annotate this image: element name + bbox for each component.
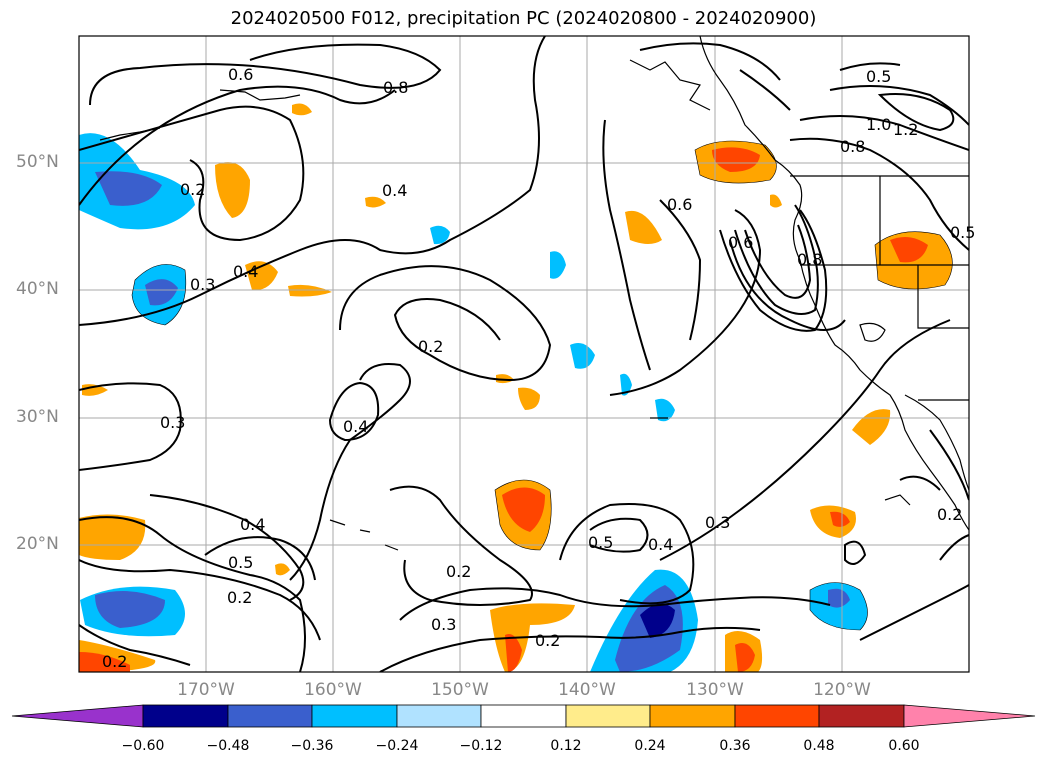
colorbar-segment: [565, 704, 651, 728]
colorbar-segment: [649, 704, 736, 728]
contour-labels: 0.6 0.8 0.2 0.4 0.3 0.4 0.6 0.6 0.8 0.5 …: [102, 65, 975, 671]
colorbar-tick: −0.24: [375, 738, 419, 754]
colorbar-max-extension: [903, 704, 1036, 728]
colorbar-tick: 0.24: [634, 738, 666, 754]
map-frame: [78, 35, 970, 673]
lat-label-20n: 20°N: [16, 534, 59, 554]
contour-label: 0.2: [535, 631, 560, 650]
positive-anomaly-regions: [79, 103, 953, 672]
colorbar-tick: −0.48: [206, 738, 250, 754]
contour-label: 0.2: [227, 588, 252, 607]
colorbar-tick: −0.36: [290, 738, 334, 754]
map-gridlines: [79, 36, 969, 672]
lon-label-140w: 140°W: [558, 680, 616, 700]
contour-label: 0.5: [950, 223, 975, 242]
colorbar-segment: [734, 704, 820, 728]
contour-label: 1.0: [866, 115, 891, 134]
contour-label: 0.5: [588, 533, 613, 552]
contour-label: 0.8: [383, 78, 408, 97]
lon-label-150w: 150°W: [431, 680, 489, 700]
contour-label: 0.8: [797, 250, 822, 269]
contour-label: 0.4: [233, 262, 258, 281]
lon-label-170w: 170°W: [177, 680, 235, 700]
contour-label: 0.6: [667, 195, 692, 214]
figure-title: 2024020500 F012, precipitation PC (20240…: [230, 8, 817, 29]
colorbar-segment: [396, 704, 482, 728]
contour-label: 1.2: [893, 120, 918, 139]
lon-label-130w: 130°W: [686, 680, 744, 700]
lat-label-30n: 30°N: [16, 407, 59, 427]
contour-label: 0.2: [937, 505, 962, 524]
negative-anomaly-regions: [79, 133, 868, 672]
colorbar-tick: 0.48: [803, 738, 835, 754]
contour-label: 0.2: [418, 337, 443, 356]
contour-label: 0.3: [705, 513, 730, 532]
contour-label: 0.5: [866, 67, 891, 86]
contour-label: 0.2: [180, 180, 205, 199]
colorbar-tick: 0.60: [888, 738, 920, 754]
colorbar-segment: [227, 704, 313, 728]
contour-label: 0.6: [228, 65, 253, 84]
contour-label: 0.3: [190, 275, 215, 294]
colorbar-segment: [311, 704, 398, 728]
colorbar: [11, 704, 1036, 728]
colorbar-tick: 0.36: [719, 738, 751, 754]
colorbar-min-extension: [11, 704, 144, 728]
colorbar-segment: [818, 704, 905, 728]
contour-label: 0.4: [343, 417, 368, 436]
contour-label: 0.3: [160, 413, 185, 432]
contour-lines: [79, 36, 969, 672]
colorbar-tick: 0.12: [550, 738, 582, 754]
coastlines: [99, 36, 969, 551]
lon-label-160w: 160°W: [304, 680, 362, 700]
contour-label: 0.4: [382, 181, 407, 200]
colorbar-tick: −0.60: [121, 738, 165, 754]
contour-label: 0.2: [446, 562, 471, 581]
colorbar-tick: −0.12: [459, 738, 503, 754]
colorbar-segment: [142, 704, 229, 728]
shading-outlines: [131, 140, 953, 631]
contour-label: 0.8: [840, 137, 865, 156]
contour-label: 0.2: [102, 652, 127, 671]
contour-label: 0.3: [431, 615, 456, 634]
contour-label: 0.5: [228, 553, 253, 572]
contour-label: 0.4: [648, 535, 673, 554]
lat-label-40n: 40°N: [16, 279, 59, 299]
colorbar-segment: [480, 704, 567, 728]
lon-label-120w: 120°W: [813, 680, 871, 700]
lat-label-50n: 50°N: [16, 152, 59, 172]
contour-label: 0.4: [240, 515, 265, 534]
contour-label: 0.6: [728, 233, 753, 252]
